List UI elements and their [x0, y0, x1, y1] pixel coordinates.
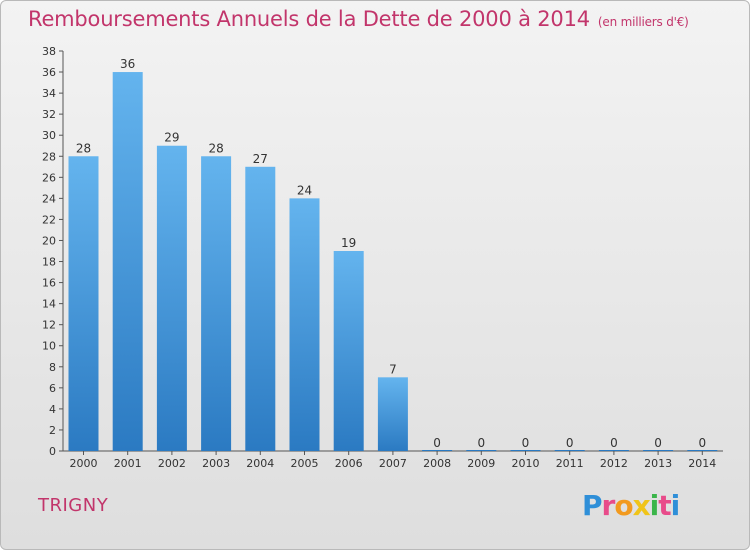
x-tick-label: 2011 — [556, 457, 584, 470]
y-tick-label: 0 — [49, 445, 56, 458]
y-tick-label: 32 — [42, 108, 56, 121]
y-tick-label: 38 — [42, 45, 56, 58]
bar — [156, 145, 187, 451]
y-tick-label: 2 — [49, 424, 56, 437]
logo-letter: t — [658, 489, 671, 522]
unit-label: (en milliers d'€) — [597, 15, 689, 29]
y-tick-label: 6 — [49, 382, 56, 395]
y-tick-label: 22 — [42, 213, 56, 226]
logo-letter: i — [670, 489, 681, 522]
x-tick-label: 2001 — [114, 457, 142, 470]
logo-letter: P — [582, 489, 603, 522]
x-tick-label: 2004 — [246, 457, 274, 470]
value-label: 0 — [610, 436, 618, 450]
x-tick-label: 2014 — [688, 457, 716, 470]
proxiti-logo: Proxiti — [582, 489, 681, 522]
y-tick-label: 36 — [42, 66, 56, 79]
bar — [68, 156, 99, 451]
y-tick-label: 26 — [42, 171, 56, 184]
value-label: 0 — [698, 436, 706, 450]
x-tick-label: 2007 — [379, 457, 407, 470]
y-tick-label: 30 — [42, 129, 56, 142]
x-tick-label: 2009 — [467, 457, 495, 470]
x-tick-label: 2010 — [512, 457, 540, 470]
x-tick-label: 2008 — [423, 457, 451, 470]
title-text: Remboursements Annuels de la Dette de 20… — [28, 7, 590, 31]
bar — [245, 166, 276, 451]
logo-letter: i — [649, 489, 660, 522]
y-tick-label: 12 — [42, 319, 56, 332]
y-tick-label: 16 — [42, 277, 56, 290]
bar — [112, 72, 143, 451]
x-tick-label: 2005 — [291, 457, 319, 470]
x-tick-label: 2012 — [600, 457, 628, 470]
x-tick-label: 2003 — [202, 457, 230, 470]
value-label: 7 — [389, 362, 397, 376]
y-tick-label: 18 — [42, 256, 56, 269]
x-tick-label: 2013 — [644, 457, 672, 470]
value-label: 0 — [522, 436, 530, 450]
bar — [201, 156, 232, 451]
logo-letter: o — [614, 489, 633, 522]
value-label: 0 — [566, 436, 574, 450]
value-label: 0 — [477, 436, 485, 450]
value-label: 0 — [433, 436, 441, 450]
x-tick-label: 2002 — [158, 457, 186, 470]
bar — [333, 251, 364, 451]
logo-letter: x — [632, 489, 651, 522]
x-tick-label: 2006 — [335, 457, 363, 470]
value-label: 19 — [341, 236, 356, 250]
x-tick-label: 2000 — [70, 457, 98, 470]
y-tick-label: 14 — [42, 298, 56, 311]
bar — [289, 198, 320, 451]
value-label: 36 — [120, 57, 135, 71]
value-label: 28 — [208, 141, 223, 155]
y-tick-label: 4 — [49, 403, 56, 416]
y-tick-label: 24 — [42, 192, 56, 205]
town-name: TRIGNY — [38, 495, 109, 516]
y-tick-label: 20 — [42, 234, 56, 247]
chart-title: Remboursements Annuels de la Dette de 20… — [28, 7, 689, 31]
value-label: 28 — [76, 141, 91, 155]
logo-letter: r — [601, 489, 616, 522]
y-tick-label: 8 — [49, 361, 56, 374]
value-label: 0 — [654, 436, 662, 450]
value-label: 27 — [253, 152, 268, 166]
value-label: 29 — [164, 131, 179, 145]
y-tick-label: 34 — [42, 87, 56, 100]
value-label: 24 — [297, 183, 312, 197]
y-tick-label: 10 — [42, 340, 56, 353]
bar — [377, 377, 408, 451]
y-tick-label: 28 — [42, 150, 56, 163]
